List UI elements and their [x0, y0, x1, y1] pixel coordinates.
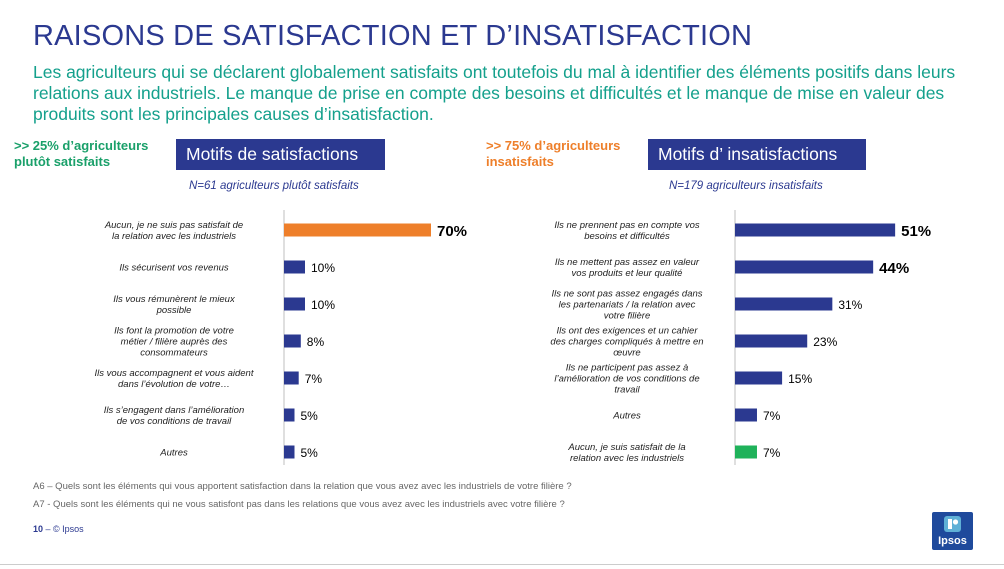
dissatisfaction-sample-note: N=179 agriculteurs insatisfaits [669, 180, 823, 192]
dissatisfaction-bar [735, 334, 808, 348]
satisfaction-sample-note: N=61 agriculteurs plutôt satisfaits [189, 180, 359, 192]
ipsos-logo-text: Ipsos [938, 535, 967, 547]
satisfaction-bar [284, 297, 305, 311]
satisfaction-category-label: Ils sécurisent vos revenus [119, 263, 229, 274]
satisfaction-value-label: 5% [301, 446, 319, 460]
satisfaction-value-label: 70% [437, 223, 467, 240]
dissatisfaction-bar [735, 260, 874, 274]
satisfaction-bar [284, 334, 301, 348]
satisfaction-category-label: Ils vous accompagnent et vous aident dans… [95, 368, 254, 390]
dissatisfaction-bar [735, 223, 896, 237]
dissatisfaction-category-label: Ils ont des exigences et un cahier des ch… [550, 326, 703, 359]
bottom-divider [0, 564, 1004, 565]
dissatisfaction-category-label: Ils ne prennent pas en compte vos besoins… [554, 220, 699, 242]
dissatisfaction-category-label: Ils ne mettent pas assez en valeur vos pr… [555, 257, 700, 279]
dissatisfaction-bar [735, 297, 833, 311]
dissatisfaction-value-label: 7% [763, 446, 781, 460]
dissatisfaction-value-label: 15% [788, 372, 812, 386]
dissatisfaction-category-label: Ils ne sont pas assez engagés dans les pa… [551, 289, 702, 322]
dissatisfaction-panel-title: Motifs d’ insatisfactions [648, 139, 866, 170]
satisfaction-panel-title: Motifs de satisfactions [176, 139, 385, 170]
satisfaction-value-label: 7% [305, 372, 323, 386]
footnote-question-a6: A6 – Quels sont les éléments qui vous ap… [33, 481, 572, 492]
page-subtitle: Les agriculteurs qui se déclarent global… [33, 62, 956, 124]
dissatisfaction-category-label: Ils ne participent pas assez à l’améliora… [554, 363, 699, 396]
ipsos-logo-mark [944, 516, 961, 532]
satisfaction-value-label: 10% [311, 261, 335, 275]
dissatisfaction-value-label: 51% [901, 223, 931, 240]
dissatisfied-callout: >> 75% d’agriculteurs insatisfaits [486, 138, 621, 169]
satisfaction-category-label: Autres [159, 448, 188, 459]
satisfaction-category-label: Aucun, je ne suis pas satisfait de la rel… [104, 220, 243, 242]
satisfaction-bar [284, 260, 305, 274]
dissatisfaction-value-label: 23% [813, 335, 837, 349]
page-number: 10 [33, 524, 44, 534]
satisfaction-bar [284, 223, 431, 237]
dissatisfaction-category-label: Autres [612, 411, 641, 422]
footnote-question-a7: A7 - Quels sont les éléments qui ne vous… [33, 499, 565, 510]
satisfaction-value-label: 8% [307, 335, 325, 349]
satisfaction-category-label: Ils s’engagent dans l’amélioration de vos… [104, 405, 244, 427]
satisfaction-value-label: 10% [311, 298, 335, 312]
page-footer: 10 – © Ipsos [33, 524, 84, 534]
dissatisfaction-value-label: 44% [879, 260, 909, 277]
satisfied-callout: >> 25% d’agriculteurs plutôt satisfaits [14, 138, 149, 169]
satisfaction-category-label: Ils font la promotion de votre métier / f… [114, 326, 234, 359]
satisfaction-bar [284, 371, 299, 385]
dissatisfaction-category-label: Aucun, je suis satisfait de la relation a… [567, 442, 685, 464]
dissatisfaction-bar [735, 445, 757, 459]
copyright-text: – © Ipsos [45, 524, 84, 534]
satisfaction-bar [284, 408, 295, 422]
dissatisfaction-bar [735, 408, 757, 422]
satisfaction-category-label: Ils vous rémunèrent le mieux possible [113, 294, 236, 316]
dissatisfaction-value-label: 31% [838, 298, 862, 312]
dissatisfaction-value-label: 7% [763, 409, 781, 423]
satisfaction-value-label: 5% [301, 409, 319, 423]
ipsos-logo: Ipsos [932, 512, 973, 550]
page-title: RAISONS DE SATISFACTION ET D’INSATISFACT… [33, 20, 753, 52]
dissatisfaction-bar [735, 371, 783, 385]
satisfaction-bar [284, 445, 295, 459]
